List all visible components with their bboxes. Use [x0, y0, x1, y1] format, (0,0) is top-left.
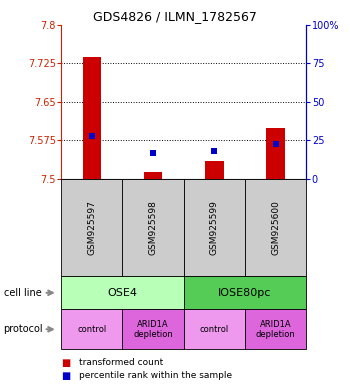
Bar [205, 161, 224, 179]
Text: GSM925600: GSM925600 [271, 200, 280, 255]
Text: ■: ■ [61, 358, 70, 368]
Bar [266, 128, 285, 179]
Text: ARID1A
depletion: ARID1A depletion [133, 319, 173, 339]
Text: IOSE80pc: IOSE80pc [218, 288, 272, 298]
Text: GSM925597: GSM925597 [88, 200, 96, 255]
Text: GDS4826 / ILMN_1782567: GDS4826 / ILMN_1782567 [93, 10, 257, 23]
Text: control: control [77, 325, 106, 334]
Text: GSM925598: GSM925598 [149, 200, 158, 255]
Bar [83, 57, 101, 179]
Point [273, 141, 279, 147]
Text: percentile rank within the sample: percentile rank within the sample [79, 371, 232, 380]
Text: ■: ■ [61, 371, 70, 381]
Text: GSM925599: GSM925599 [210, 200, 219, 255]
Point [89, 133, 95, 139]
Text: protocol: protocol [4, 324, 43, 334]
Point [211, 148, 217, 154]
Text: OSE4: OSE4 [107, 288, 138, 298]
Point [150, 150, 156, 156]
Text: ARID1A
depletion: ARID1A depletion [256, 319, 295, 339]
Text: control: control [200, 325, 229, 334]
Text: transformed count: transformed count [79, 358, 163, 367]
Bar [144, 172, 162, 179]
Text: cell line: cell line [4, 288, 41, 298]
